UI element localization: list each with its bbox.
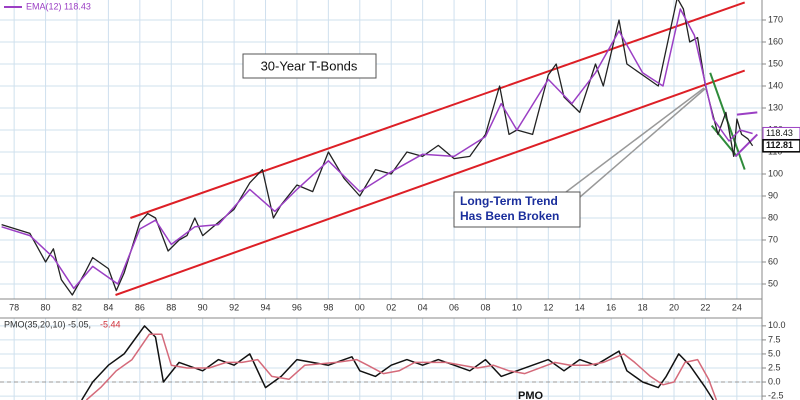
y-tick-label: 90 xyxy=(768,190,778,200)
y-tick-label: 10.0 xyxy=(768,320,786,330)
legend-label: EMA(12) xyxy=(26,1,62,11)
x-tick-label: 14 xyxy=(575,302,585,312)
y-tick-label: 2.5 xyxy=(768,362,781,372)
trend-line xyxy=(734,133,759,158)
trend-line xyxy=(736,111,758,116)
price-marker xyxy=(762,139,800,153)
x-tick-label: 00 xyxy=(355,302,365,312)
y-tick-label: 5.0 xyxy=(768,348,781,358)
y-tick-label: 70 xyxy=(768,234,778,244)
annotation: Long-Term Trend xyxy=(460,194,558,208)
x-tick-label: 86 xyxy=(135,302,145,312)
y-tick-label: 50 xyxy=(768,278,778,288)
x-tick-label: 12 xyxy=(543,302,553,312)
marks-layer xyxy=(1,0,759,400)
y-tick-label: 0.0 xyxy=(768,376,781,386)
y-tick-label: 100 xyxy=(768,168,783,178)
y-tick-label: 170 xyxy=(768,14,783,24)
x-tick-label: 88 xyxy=(166,302,176,312)
y-tick-label: 80 xyxy=(768,212,778,222)
y-tick-label: -2.5 xyxy=(768,390,784,400)
legend-value: 118.43 xyxy=(64,1,91,11)
trend-line xyxy=(115,69,746,296)
series-line xyxy=(81,325,714,400)
x-tick-label: 06 xyxy=(449,302,459,312)
y-tick-label: 7.5 xyxy=(768,334,781,344)
x-tick-label: 78 xyxy=(9,302,19,312)
callout-line xyxy=(565,87,705,193)
x-tick-label: 92 xyxy=(229,302,239,312)
x-tick-label: 96 xyxy=(292,302,302,312)
y-tick-label: 130 xyxy=(768,102,783,112)
y-tick-label: 160 xyxy=(768,36,783,46)
price-marker-label: 112.81 xyxy=(766,140,793,150)
x-tick-label: 16 xyxy=(606,302,616,312)
annotation: 30-Year T-Bonds xyxy=(261,58,358,73)
x-tick-label: 18 xyxy=(638,302,648,312)
x-tick-label: 94 xyxy=(261,302,271,312)
y-tick-label: 150 xyxy=(768,58,783,68)
legend-value: -5.44 xyxy=(100,319,121,329)
x-tick-label: 80 xyxy=(41,302,51,312)
legend-label: PMO(35,20,10) -5.05, xyxy=(4,319,91,329)
annotation-box xyxy=(242,53,377,79)
x-tick-label: 98 xyxy=(323,302,333,312)
x-tick-label: 02 xyxy=(386,302,396,312)
x-tick-label: 84 xyxy=(103,302,113,312)
series-line xyxy=(1,8,753,290)
x-tick-label: 24 xyxy=(732,302,742,312)
x-tick-label: 04 xyxy=(418,302,428,312)
y-tick-label: 60 xyxy=(768,256,778,266)
callout-line xyxy=(579,87,707,198)
grid-layer xyxy=(0,0,762,400)
annotation: Has Been Broken xyxy=(460,209,559,223)
x-tick-label: 82 xyxy=(72,302,82,312)
x-tick-label: 90 xyxy=(198,302,208,312)
x-tick-label: 10 xyxy=(512,302,522,312)
x-tick-label: 20 xyxy=(669,302,679,312)
panel-label: PMO xyxy=(518,390,544,400)
price-marker-label: 118.43 xyxy=(766,128,793,138)
x-tick-label: 08 xyxy=(480,302,490,312)
annotation-box xyxy=(453,191,581,228)
x-tick-label: 22 xyxy=(700,302,710,312)
trend-line xyxy=(130,1,746,219)
y-tick-label: 140 xyxy=(768,80,783,90)
series-line xyxy=(85,333,718,400)
